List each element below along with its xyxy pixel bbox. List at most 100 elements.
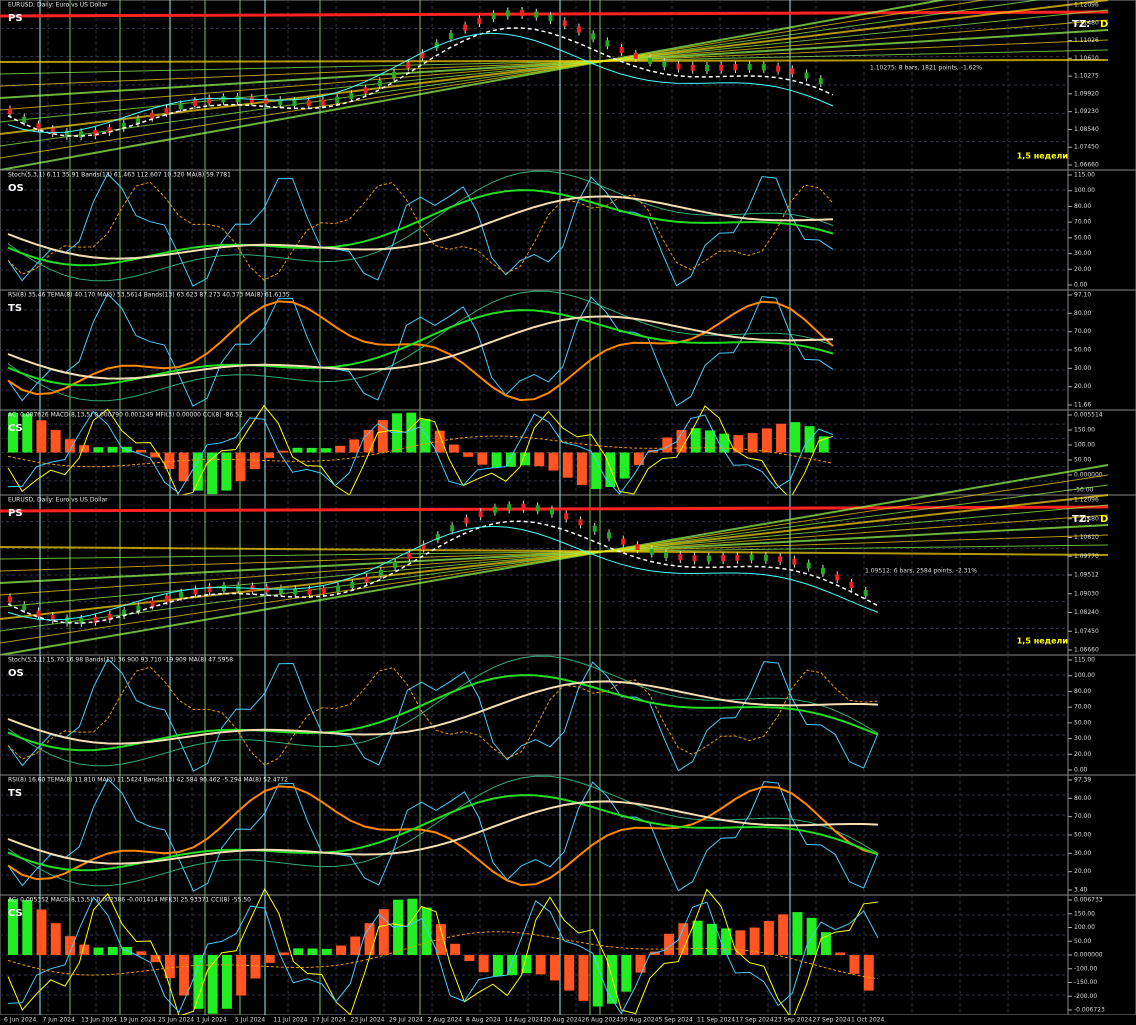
candle xyxy=(790,68,795,75)
candle xyxy=(407,552,412,559)
trend-line xyxy=(0,39,1109,87)
histogram-bar xyxy=(448,444,459,453)
histogram-bar xyxy=(378,909,389,955)
candle xyxy=(591,33,596,40)
candle xyxy=(122,610,127,617)
histogram-bar xyxy=(36,420,47,453)
date-label: 11 Sep 2024 xyxy=(697,1017,735,1024)
histogram-bar xyxy=(619,452,630,479)
indicator-line xyxy=(7,435,834,468)
trend-line xyxy=(0,474,1109,644)
date-label: 1 Jul 2024 xyxy=(197,1017,227,1024)
histogram-bar xyxy=(307,948,318,955)
axis-label: 1.08240 xyxy=(1074,609,1099,616)
axis-label: 150.00 xyxy=(1074,910,1095,917)
axis-label: 115.00 xyxy=(1074,172,1095,179)
axis-label: 100.00 xyxy=(1074,672,1095,679)
trend-line xyxy=(0,59,1109,63)
histogram-bar xyxy=(464,955,475,962)
histogram-bar xyxy=(393,899,404,955)
date-label: 2 Aug 2024 xyxy=(428,1017,463,1024)
axis-label: 0.000000 xyxy=(1074,952,1103,959)
histogram-bar xyxy=(818,436,829,453)
histogram-bar xyxy=(733,435,744,453)
date-label: 14 Aug 2024 xyxy=(505,1017,544,1024)
histogram-bar xyxy=(463,452,474,457)
histogram-bar xyxy=(535,955,546,975)
axis-label: 1.11480 xyxy=(1074,515,1099,522)
candle xyxy=(335,97,340,104)
histogram-bar xyxy=(278,450,289,453)
candle xyxy=(93,130,98,137)
axis-label: 20.00 xyxy=(1074,383,1091,390)
trend-line xyxy=(0,524,1109,584)
histogram-bar xyxy=(747,433,758,453)
panel-label: OS xyxy=(8,183,24,194)
histogram-bar xyxy=(492,955,503,977)
date-label: 5 Jul 2024 xyxy=(235,1017,265,1024)
candle xyxy=(607,532,612,539)
indicator-line xyxy=(7,778,879,892)
axis-label: 80.00 xyxy=(1074,203,1091,210)
axis-label: 1.09230 xyxy=(1074,108,1099,115)
candle xyxy=(406,62,411,69)
axis-label: 50.00 xyxy=(1074,938,1091,945)
candle xyxy=(306,100,311,107)
histogram-bar xyxy=(364,923,375,955)
indicator-line xyxy=(7,658,879,772)
candle xyxy=(763,554,768,561)
histogram-bar xyxy=(434,430,445,453)
candle xyxy=(806,562,811,569)
candle xyxy=(492,506,497,513)
candle xyxy=(448,32,453,39)
histogram-bar xyxy=(235,452,246,482)
histogram-bar xyxy=(562,452,573,478)
indicator-line xyxy=(7,300,834,402)
date-label: 23 Sep 2024 xyxy=(774,1017,812,1024)
axis-label: 1.10610 xyxy=(1074,534,1099,541)
candle xyxy=(350,581,355,588)
candle xyxy=(704,64,709,71)
histogram-bar xyxy=(22,900,33,955)
trend-line xyxy=(0,9,1109,123)
axis-label: 1.09770 xyxy=(1074,553,1099,560)
histogram-bar xyxy=(820,932,831,955)
axis-label: 70.00 xyxy=(1074,813,1091,820)
axis-label: 150.00 xyxy=(1074,427,1095,434)
histogram-bar xyxy=(450,943,461,955)
candle xyxy=(676,63,681,70)
candle xyxy=(520,9,525,16)
histogram-bar xyxy=(676,429,687,453)
histogram-bar xyxy=(406,412,417,453)
axis-label: -200.00 xyxy=(1074,993,1097,1000)
candle xyxy=(107,613,112,620)
date-label: 6 Jun 2024 xyxy=(4,1017,36,1024)
indicator-line xyxy=(7,680,879,745)
candle xyxy=(435,534,440,541)
date-label: 13 Jun 2024 xyxy=(81,1017,117,1024)
candle xyxy=(477,17,482,24)
candle xyxy=(36,610,41,617)
candle xyxy=(207,97,212,104)
indicator-line xyxy=(7,794,879,872)
histogram-bar xyxy=(107,946,118,955)
candle xyxy=(578,519,583,526)
trend-line xyxy=(0,464,1109,656)
axis-label: 20.00 xyxy=(1074,751,1091,758)
histogram-bar xyxy=(477,452,488,465)
indicator-line xyxy=(7,293,834,407)
candle xyxy=(804,72,809,79)
candle xyxy=(749,554,754,561)
histogram-bar xyxy=(662,437,673,453)
histogram-bar xyxy=(521,955,532,974)
candle xyxy=(820,567,825,574)
candle xyxy=(434,42,439,49)
candle xyxy=(336,585,341,592)
candle xyxy=(150,600,155,607)
histogram-bar xyxy=(164,452,175,469)
histogram-bar xyxy=(505,452,516,467)
date-label: 19 Jun 2024 xyxy=(120,1017,156,1024)
histogram-bar xyxy=(150,452,161,458)
histogram-bar xyxy=(507,955,518,976)
indicator-line xyxy=(7,404,834,500)
